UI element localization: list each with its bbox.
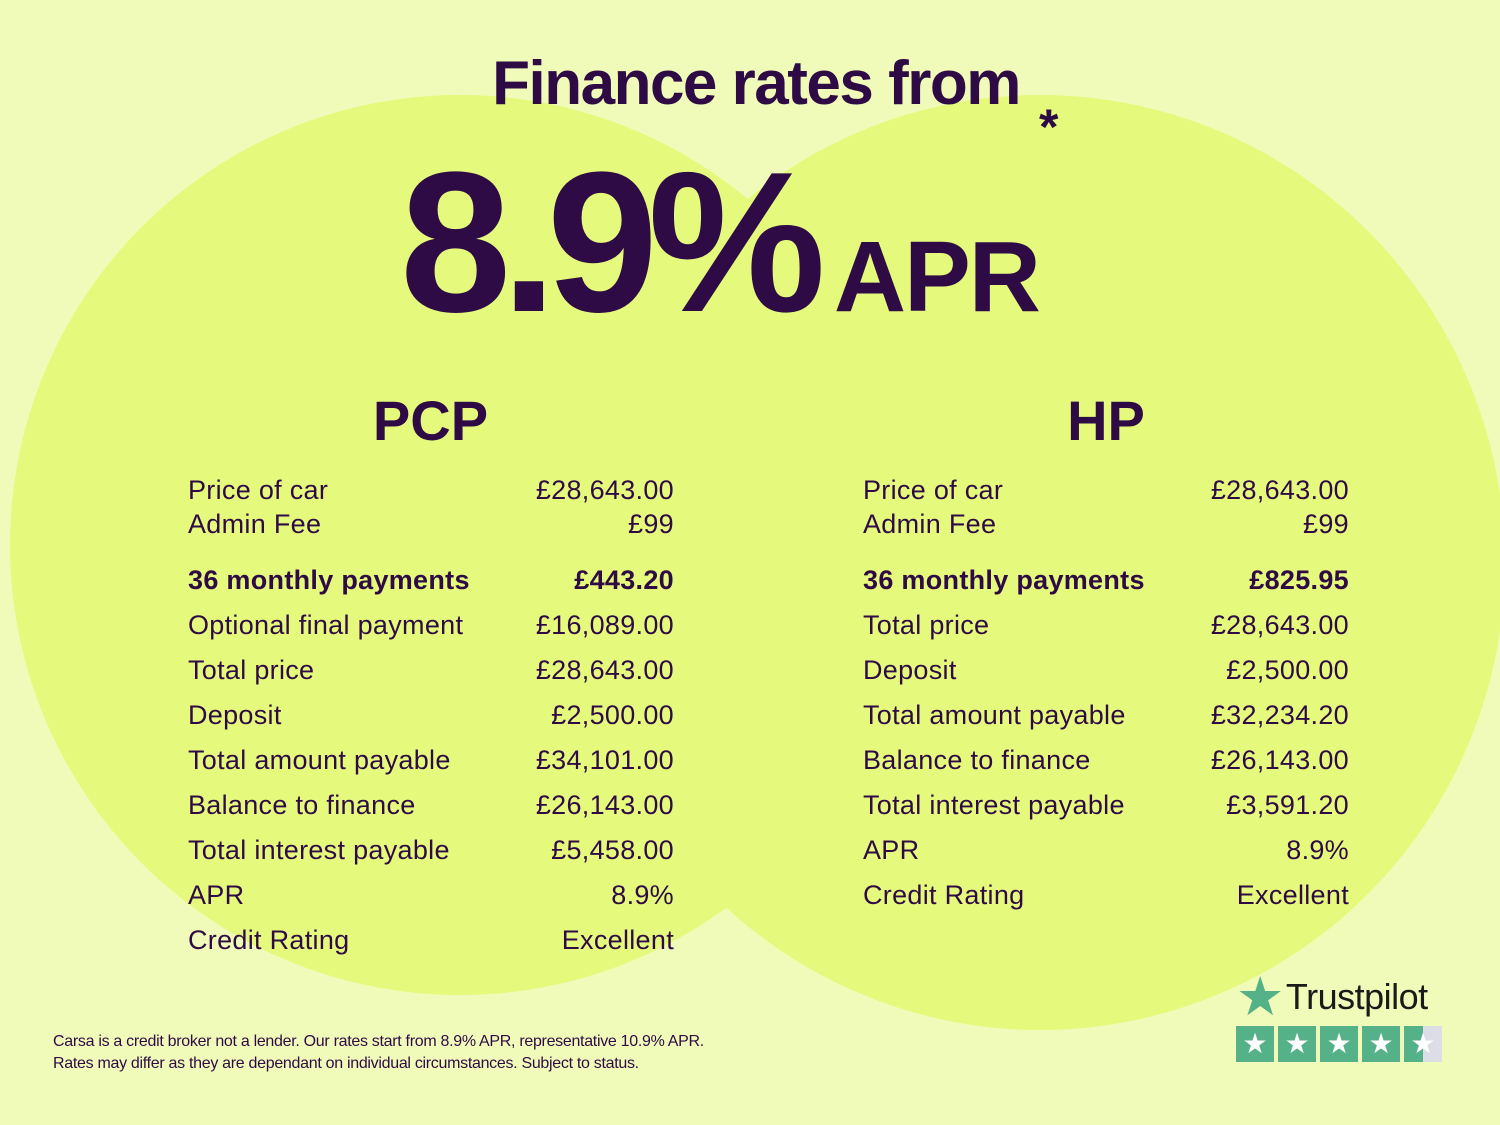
table-row: Total interest payable £3,591.20 — [863, 788, 1349, 833]
table-row: Total amount payable £32,234.20 — [863, 698, 1349, 743]
row-value: £34,101.00 — [535, 745, 674, 775]
rating-star-icon: ★ — [1320, 1026, 1358, 1062]
table-row: Credit Rating Excellent — [188, 923, 674, 968]
trustpilot-star-icon: ★ — [1236, 967, 1284, 1027]
row-label: 36 monthly payments — [863, 565, 1145, 595]
row-value: £2,500.00 — [1226, 655, 1349, 685]
trustpilot-rating: ★ ★ ★ ★ ★ — [1236, 1026, 1446, 1062]
table-row: Total interest payable £5,458.00 — [188, 833, 674, 878]
row-label: Optional final payment — [188, 610, 464, 640]
row-value: £16,089.00 — [535, 610, 674, 640]
disclaimer-line-1: Carsa is a credit broker not a lender. O… — [53, 1033, 704, 1050]
row-label: Credit Rating — [863, 880, 1025, 910]
table-row: Price of car £28,643.00 — [188, 473, 674, 507]
row-value: £28,643.00 — [535, 475, 674, 505]
rate-display: 8.9% APR * — [400, 99, 1058, 358]
row-value: £825.95 — [1249, 565, 1349, 595]
row-value: Excellent — [561, 925, 674, 955]
disclaimer: Carsa is a credit broker not a lender. O… — [53, 1031, 704, 1075]
table-row: Credit Rating Excellent — [863, 878, 1349, 923]
table-row: Deposit £2,500.00 — [863, 653, 1349, 698]
rating-star-icon: ★ — [1404, 1026, 1442, 1062]
table-row: Admin Fee £99 — [863, 507, 1349, 552]
row-label: 36 monthly payments — [188, 565, 470, 595]
table-row: Balance to finance £26,143.00 — [188, 788, 674, 833]
row-value: £3,591.20 — [1226, 790, 1349, 820]
table-row: Deposit £2,500.00 — [188, 698, 674, 743]
table-row: APR 8.9% — [188, 878, 674, 923]
row-value: 8.9% — [611, 880, 674, 910]
row-label: Total price — [188, 655, 315, 685]
table-row: APR 8.9% — [863, 833, 1349, 878]
pcp-title: PCP — [372, 389, 489, 452]
disclaimer-line-2: Rates may differ as they are dependant o… — [53, 1055, 639, 1072]
row-value: £26,143.00 — [535, 790, 674, 820]
trustpilot-badge: ★ Trustpilot ★ ★ ★ ★ ★ — [1236, 967, 1446, 1062]
row-value: £2,500.00 — [551, 700, 674, 730]
row-label: Total price — [863, 610, 990, 640]
row-label: Price of car — [188, 475, 329, 505]
row-value: £443.20 — [574, 565, 674, 595]
rating-star-icon: ★ — [1362, 1026, 1400, 1062]
table-row: Admin Fee £99 — [188, 507, 674, 552]
row-value: £28,643.00 — [1210, 475, 1349, 505]
hp-title: HP — [1067, 389, 1145, 452]
row-label: Deposit — [863, 655, 957, 685]
row-label: Total amount payable — [188, 745, 451, 775]
table-row: 36 monthly payments £825.95 — [863, 563, 1349, 608]
rate-footnote-mark: * — [1039, 99, 1059, 155]
table-row: Optional final payment £16,089.00 — [188, 608, 674, 653]
row-value: £5,458.00 — [551, 835, 674, 865]
table-row: Total amount payable £34,101.00 — [188, 743, 674, 788]
row-label: Admin Fee — [188, 509, 322, 539]
row-value: £28,643.00 — [535, 655, 674, 685]
table-row: Total price £28,643.00 — [863, 608, 1349, 653]
row-label: Admin Fee — [863, 509, 997, 539]
row-value: £32,234.20 — [1210, 700, 1349, 730]
row-label: Balance to finance — [863, 745, 1091, 775]
rating-star-icon: ★ — [1236, 1026, 1274, 1062]
row-label: Price of car — [863, 475, 1004, 505]
pcp-table: PCP Price of car £28,643.00 Admin Fee £99 36… — [188, 388, 674, 968]
table-row: 36 monthly payments £443.20 — [188, 563, 674, 608]
trustpilot-name: Trustpilot — [1285, 976, 1428, 1017]
row-label: Total amount payable — [863, 700, 1126, 730]
row-label: APR — [863, 835, 920, 865]
row-value: £28,643.00 — [1210, 610, 1349, 640]
headline: Finance rates from — [492, 49, 1021, 118]
rate-value: 8.9% — [400, 131, 826, 354]
row-label: Deposit — [188, 700, 282, 730]
table-row: Balance to finance £26,143.00 — [863, 743, 1349, 788]
row-value: Excellent — [1236, 880, 1349, 910]
table-row: Price of car £28,643.00 — [863, 473, 1349, 507]
row-value: £99 — [1303, 509, 1349, 539]
row-value: 8.9% — [1286, 835, 1349, 865]
rating-star-icon: ★ — [1278, 1026, 1316, 1062]
row-label: Balance to finance — [188, 790, 416, 820]
rate-unit: APR — [833, 221, 1041, 333]
row-value: £26,143.00 — [1210, 745, 1349, 775]
background-circle-right — [575, 95, 1500, 1030]
row-label: APR — [188, 880, 245, 910]
row-label: Total interest payable — [863, 790, 1125, 820]
row-label: Total interest payable — [188, 835, 450, 865]
row-value: £99 — [628, 509, 674, 539]
row-label: Credit Rating — [188, 925, 350, 955]
hp-table: HP Price of car £28,643.00 Admin Fee £99 36 … — [863, 388, 1349, 923]
table-row: Total price £28,643.00 — [188, 653, 674, 698]
